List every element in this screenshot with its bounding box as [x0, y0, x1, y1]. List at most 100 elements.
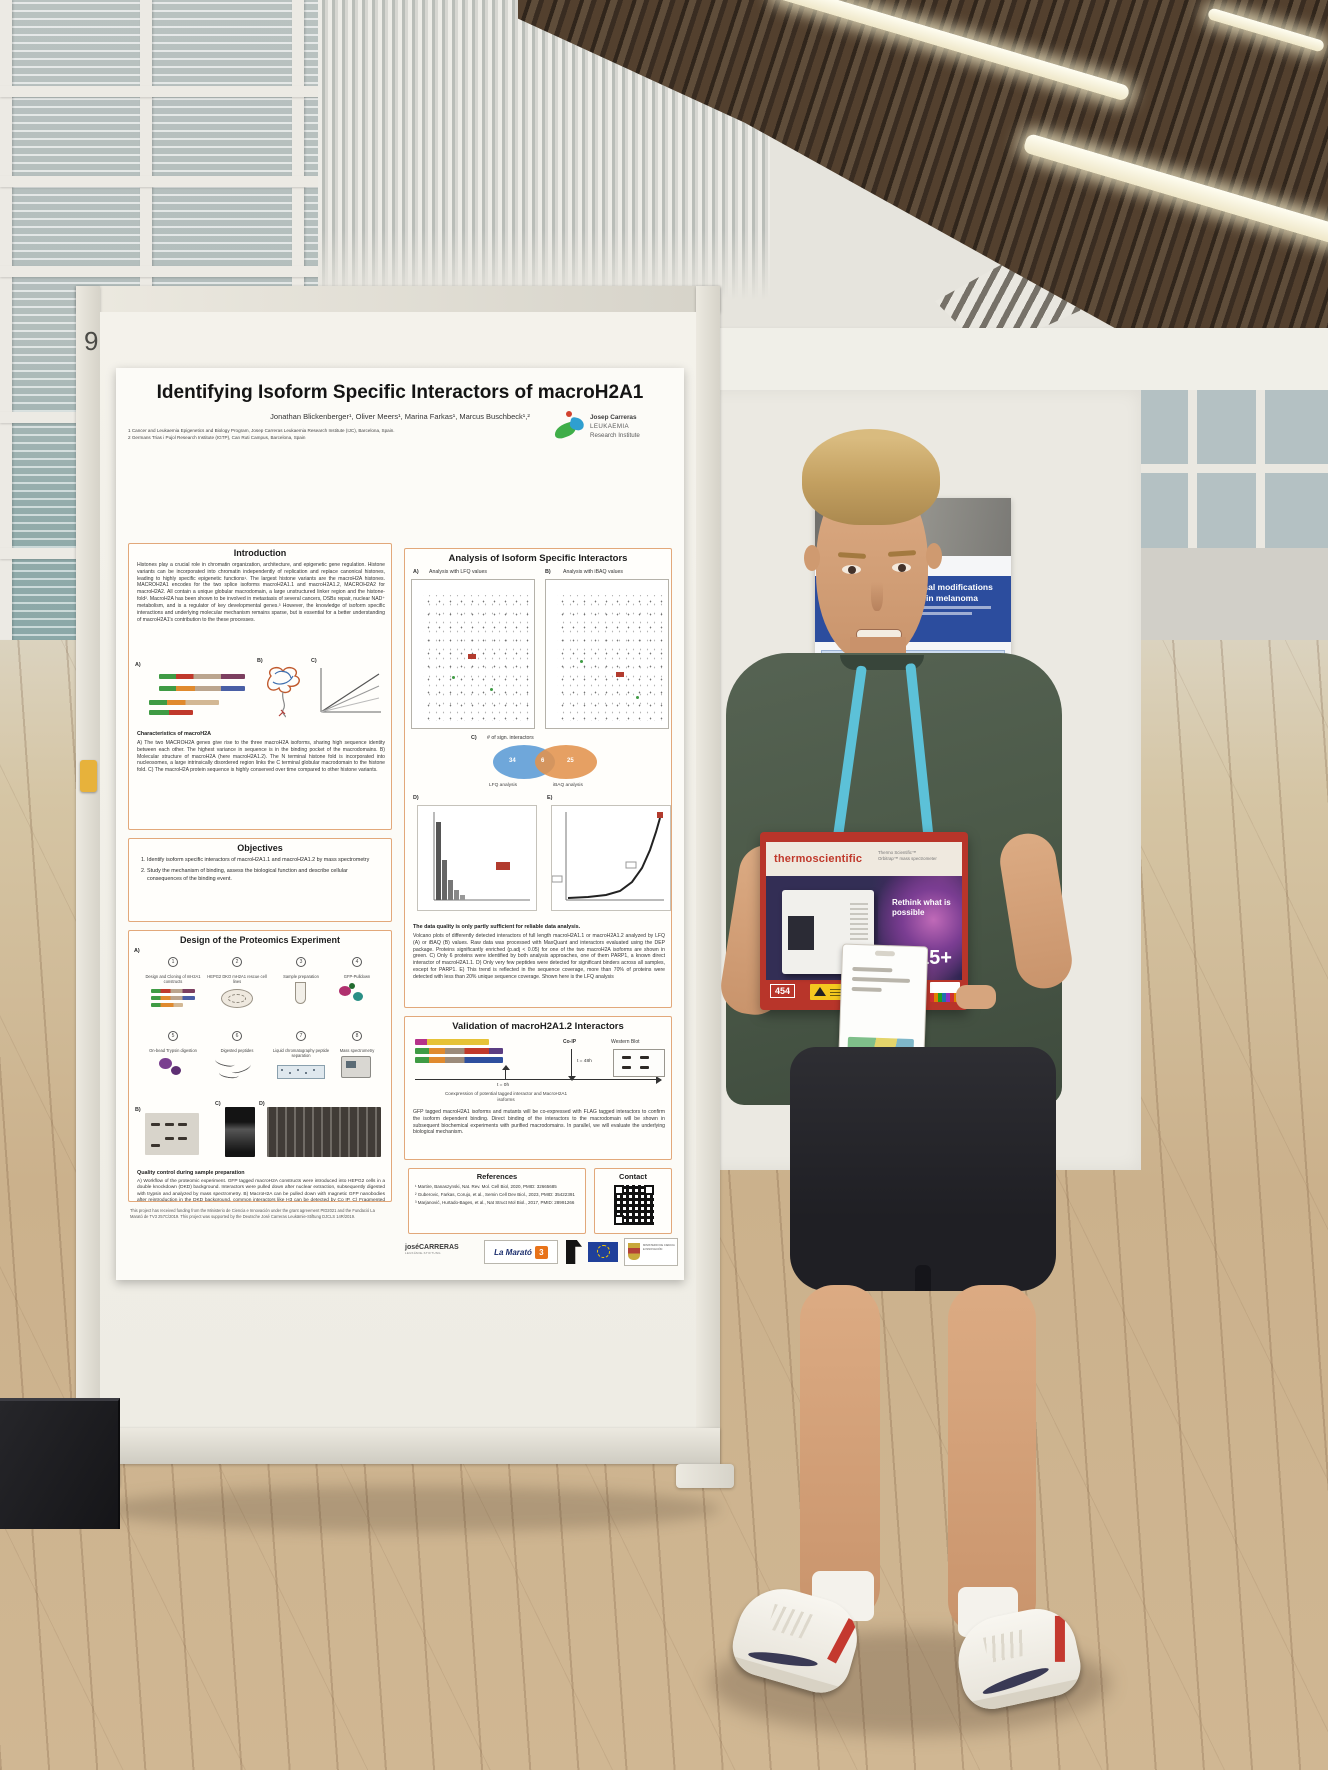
step-number: 3 — [296, 957, 306, 967]
box-product-text: Thermo Scientific™ Orbitrap™ mass spectr… — [878, 850, 960, 862]
construct-bar — [159, 686, 245, 691]
figure-label-a: A) — [135, 662, 141, 668]
western-blot-bands — [613, 1049, 665, 1077]
venn-title: # of sign. interactors — [487, 735, 534, 741]
step-number: 1 — [168, 957, 178, 967]
venn-overlap-count: 6 — [541, 758, 545, 764]
eu-stars-icon — [596, 1245, 610, 1258]
eye — [892, 563, 911, 572]
sequence-coverage-chart — [551, 805, 671, 911]
section-analysis: Analysis of Isoform Specific Interactors… — [404, 548, 672, 1008]
window-rail — [1136, 464, 1328, 473]
objective-item: Identify isoform specific interactors of… — [147, 857, 383, 865]
affiliation-2: 2 Germans Trias i Pujol Research Institu… — [128, 434, 306, 440]
box-badge-number: 454 — [770, 984, 796, 998]
workflow-step-8: 8 Mass spectrometry — [327, 1031, 387, 1080]
board-left-post — [76, 286, 100, 1464]
step-label: Sample preparation — [283, 974, 319, 979]
spain-crest-icon — [628, 1243, 640, 1260]
institute-logo: Josep Carreras LEUKAEMIA Research Instit… — [552, 411, 674, 454]
western-blot-b — [145, 1113, 199, 1155]
poster-title: Identifying Isoform Specific Interactors… — [156, 382, 644, 403]
design-caption-heading: Quality control during sample preparatio… — [137, 1170, 245, 1176]
logo-dot-icon — [566, 411, 572, 417]
trypsin-icon — [143, 1056, 203, 1080]
protein-structure-figure — [261, 662, 305, 718]
construct-bar — [159, 674, 245, 679]
conservation-chart — [313, 664, 385, 718]
ministry-logo: MINISTERIO DE CIENCIA E INNOVACIÓN — [624, 1238, 678, 1266]
step-number: 6 — [232, 1031, 242, 1041]
timeline-t0: t = 0h — [497, 1083, 510, 1088]
reference-list: ¹ Martire, Banaszynski, Nat. Rev. Mol. C… — [415, 1184, 581, 1208]
design-caption-body: A) Workflow of the proteomic experiment.… — [137, 1179, 385, 1202]
introduction-caption: Characteristics of macroH2A A) The two M… — [137, 722, 385, 774]
construct-bar — [151, 988, 195, 993]
eu-flag-logo — [588, 1242, 618, 1262]
workflow-step-6: 6 Digested peptides — [207, 1031, 267, 1080]
section-contact: Contact — [594, 1168, 672, 1234]
step-label: On-bead Trypsin digestion — [149, 1048, 197, 1053]
introduction-heading: Introduction — [233, 548, 287, 558]
venn-left-caption: LFQ analysis — [489, 783, 517, 788]
figure-label-b: B) — [257, 658, 263, 664]
window-mullion — [0, 0, 12, 708]
constructs-icon — [143, 987, 203, 1011]
timeline-up-arrow — [500, 1065, 512, 1079]
thermo-scientific-logo: thermoscientific — [774, 853, 863, 865]
protein-blob — [349, 982, 355, 989]
sneaker-red-stripe — [827, 1618, 858, 1664]
board-bottom-rail — [76, 1428, 720, 1464]
timeline-t48: t = 48h — [577, 1059, 592, 1064]
workflow-step-7: 7 Liquid chromatography peptide separati… — [271, 1031, 331, 1085]
badge-text-line — [851, 986, 882, 992]
left-leg — [800, 1285, 880, 1621]
contact-heading: Contact — [619, 1172, 647, 1181]
section-introduction: Introduction Histones play a crucial rol… — [128, 543, 392, 830]
objectives-list: Identify isoform specific interactors of… — [147, 857, 383, 883]
ceiling-light — [773, 0, 1131, 102]
left-hand — [956, 985, 996, 1009]
jose-carreras-foundation-logo: joséCARRERAS LEUKÄMIE-STIFTUNG — [405, 1244, 479, 1255]
section-design: Design of the Proteomics Experiment A) 1… — [128, 930, 392, 1202]
box-tagline-line1: Rethink what is — [892, 898, 951, 907]
objectives-heading: Objectives — [237, 843, 283, 853]
ear — [926, 543, 942, 569]
timeline-down-arrow — [566, 1049, 578, 1081]
references-heading: References — [476, 1172, 518, 1181]
ceiling-light — [1206, 7, 1326, 53]
analysis-caption-body: Volcano plots of differently detected in… — [413, 933, 665, 980]
institute-logo-line1: Josep Carreras — [590, 414, 637, 421]
step-label: Digested peptides — [220, 1048, 254, 1053]
box-brand-bar: thermoscientific Thermo Scientific™ Orbi… — [766, 842, 962, 876]
step-number: 2 — [232, 957, 242, 967]
gel-label-b: B) — [135, 1107, 141, 1113]
plot-d-label: D) — [413, 795, 419, 801]
workflow-step-2: 2 HEPG2 DKO mH2A1 rescue cell lines — [207, 957, 267, 1011]
step-number: 5 — [168, 1031, 178, 1041]
isoform-diagram — [137, 666, 255, 718]
reference-item: ¹ Martire, Banaszynski, Nat. Rev. Mol. C… — [415, 1184, 557, 1189]
venn-label: C) — [471, 735, 477, 741]
construct-bar — [149, 710, 193, 715]
step-number: 7 — [296, 1031, 306, 1041]
step-label: GFP-Pulldown — [343, 974, 371, 979]
badge-text-line — [852, 966, 893, 973]
ministry-logo-text: MINISTERIO DE CIENCIA E INNOVACIÓN — [643, 1244, 675, 1251]
la-marato-logo: La Marató 3 — [484, 1240, 558, 1264]
step-label: Design and Cloning of mH2A1 constructs — [145, 974, 201, 984]
poster-authors: Jonathan Blickenberger¹, Oliver Meers¹, … — [270, 412, 530, 421]
design-panel-label: A) — [134, 948, 140, 954]
enriched-protein-dot — [490, 688, 493, 691]
protein-structure-svg — [267, 666, 300, 718]
peptide-count-chart — [417, 805, 537, 911]
conservation-chart-svg — [320, 668, 381, 713]
reference-item: ² Guberovic, Farkas, Corujo, et al., Sem… — [415, 1192, 575, 1198]
step-label: Mass spectrometry — [339, 1048, 375, 1053]
workflow-step-3: 3 Sample preparation — [271, 957, 331, 1006]
board-top-rail — [76, 286, 720, 312]
right-windows — [1136, 390, 1328, 548]
institute-logo-line2: LEUKAEMIA — [590, 423, 630, 430]
badge-text-line — [851, 976, 911, 983]
